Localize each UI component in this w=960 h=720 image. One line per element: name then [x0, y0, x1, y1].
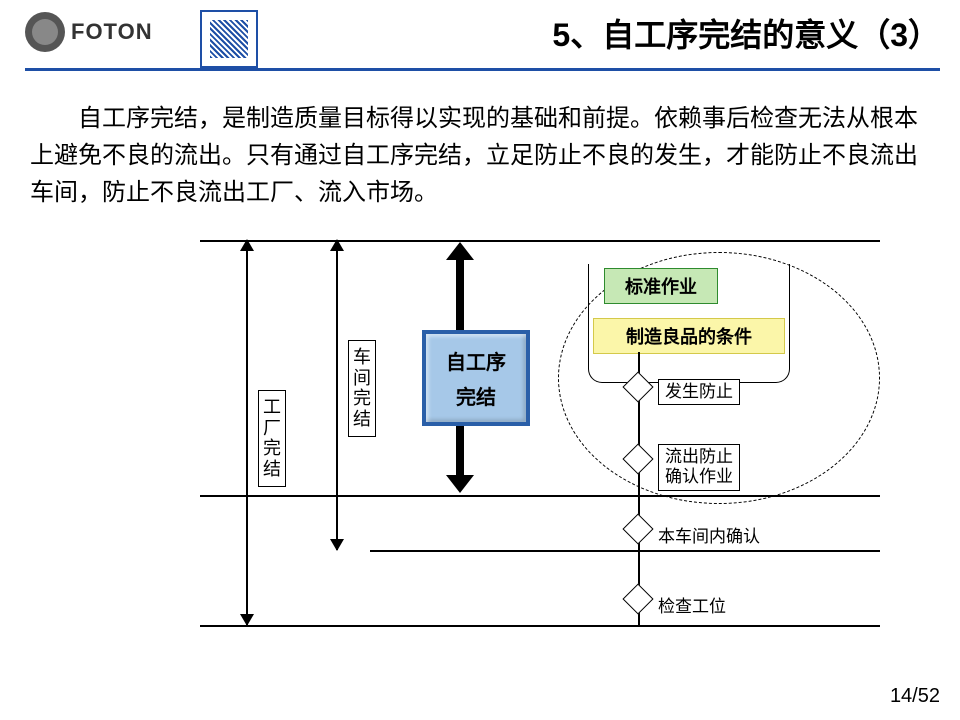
body-paragraph: 自工序完结，是制造质量目标得以实现的基础和前提。依赖事后检查无法从根本上避免不良…: [30, 100, 930, 212]
logo-badge-icon: [25, 12, 65, 52]
header-divider: [25, 68, 940, 71]
diamond-3: [622, 513, 653, 544]
brand-text: FOTON: [71, 19, 153, 45]
qr-code-icon: [200, 10, 258, 68]
page-number: 14/52: [890, 685, 940, 708]
outflow-prevent-label: 流出防止 确认作业: [658, 444, 740, 491]
level-line-1: [200, 495, 880, 497]
slide-root: FOTON 5、自工序完结的意义（3） 自工序完结，是制造质量目标得以实现的基础…: [0, 0, 960, 720]
diagram: 工厂完结 车间完结 自工序 完结 标准作业 制造良品的条件: [200, 240, 880, 650]
in-workshop-label: 本车间内确认: [658, 522, 760, 547]
workshop-label: 车间完结: [348, 340, 376, 437]
level-line-2: [370, 550, 880, 552]
occur-prevent-label: 发生防止: [658, 379, 740, 405]
self-process-box: 自工序 完结: [422, 330, 530, 426]
yellow-box: 制造良品的条件: [593, 318, 785, 354]
factory-label: 工厂完结: [258, 390, 286, 487]
page-title: 5、自工序完结的意义（3）: [552, 10, 940, 56]
inspection-label: 检查工位: [658, 592, 726, 617]
level-line-3: [200, 625, 880, 627]
paragraph-text: 自工序完结，是制造质量目标得以实现的基础和前提。依赖事后检查无法从根本上避免不良…: [30, 105, 918, 206]
header: FOTON 5、自工序完结的意义（3）: [0, 0, 960, 70]
green-box: 标准作业: [604, 268, 718, 304]
workshop-bracket: [330, 240, 344, 550]
brand-logo: FOTON: [25, 12, 153, 52]
blue-box-line2: 完结: [456, 381, 496, 410]
blue-box-line1: 自工序: [446, 346, 506, 375]
diamond-4: [622, 583, 653, 614]
factory-bracket: [240, 240, 254, 625]
level-line-0: [200, 240, 880, 242]
